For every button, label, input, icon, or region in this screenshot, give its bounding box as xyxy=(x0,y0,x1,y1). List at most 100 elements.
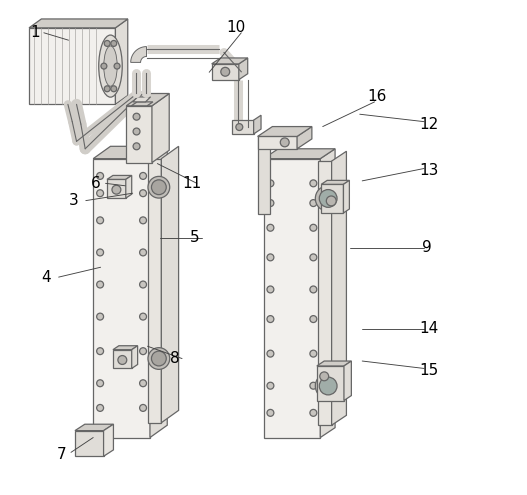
Circle shape xyxy=(310,286,317,293)
Polygon shape xyxy=(132,346,138,368)
Circle shape xyxy=(140,190,147,197)
Ellipse shape xyxy=(99,35,122,97)
Text: 3: 3 xyxy=(69,193,79,208)
Circle shape xyxy=(133,113,140,120)
Polygon shape xyxy=(93,147,167,159)
Circle shape xyxy=(140,404,147,411)
Polygon shape xyxy=(321,184,344,213)
Circle shape xyxy=(320,372,329,381)
Polygon shape xyxy=(253,115,261,134)
Text: 8: 8 xyxy=(170,351,180,366)
Polygon shape xyxy=(318,161,331,425)
Polygon shape xyxy=(232,120,253,134)
Circle shape xyxy=(151,180,166,195)
Circle shape xyxy=(111,41,117,47)
Circle shape xyxy=(140,217,147,224)
Circle shape xyxy=(267,382,274,389)
Polygon shape xyxy=(107,179,126,198)
Text: 10: 10 xyxy=(227,20,246,35)
Polygon shape xyxy=(75,424,113,431)
Circle shape xyxy=(148,347,170,369)
Circle shape xyxy=(140,249,147,256)
Circle shape xyxy=(140,347,147,354)
Circle shape xyxy=(267,286,274,293)
Polygon shape xyxy=(131,102,153,106)
Text: 1: 1 xyxy=(31,25,40,40)
Circle shape xyxy=(280,138,289,147)
Polygon shape xyxy=(331,151,346,425)
Text: 14: 14 xyxy=(419,321,438,337)
Polygon shape xyxy=(344,361,352,400)
Circle shape xyxy=(140,380,147,387)
Circle shape xyxy=(310,350,317,357)
Circle shape xyxy=(96,217,104,224)
Polygon shape xyxy=(131,47,147,62)
Circle shape xyxy=(310,180,317,187)
Circle shape xyxy=(315,186,341,211)
Polygon shape xyxy=(161,147,179,423)
Text: 6: 6 xyxy=(91,176,101,191)
Circle shape xyxy=(96,249,104,256)
Circle shape xyxy=(267,350,274,357)
Circle shape xyxy=(310,254,317,261)
Polygon shape xyxy=(126,175,132,198)
Circle shape xyxy=(267,254,274,261)
Circle shape xyxy=(96,190,104,197)
Circle shape xyxy=(310,199,317,206)
Text: 12: 12 xyxy=(419,117,438,132)
Polygon shape xyxy=(321,180,349,184)
Polygon shape xyxy=(113,349,132,368)
Polygon shape xyxy=(126,106,152,162)
Text: 4: 4 xyxy=(42,270,51,285)
Circle shape xyxy=(148,176,170,198)
Circle shape xyxy=(112,185,121,194)
Circle shape xyxy=(104,41,110,47)
Circle shape xyxy=(118,355,127,364)
Polygon shape xyxy=(317,361,352,366)
Text: 16: 16 xyxy=(367,90,387,104)
Circle shape xyxy=(140,281,147,288)
Circle shape xyxy=(96,313,104,320)
Polygon shape xyxy=(29,28,115,104)
Polygon shape xyxy=(107,175,132,179)
Polygon shape xyxy=(152,94,169,162)
Circle shape xyxy=(96,172,104,179)
Circle shape xyxy=(114,63,120,69)
Circle shape xyxy=(140,313,147,320)
Polygon shape xyxy=(113,346,138,349)
Circle shape xyxy=(96,380,104,387)
Circle shape xyxy=(151,351,166,366)
Polygon shape xyxy=(239,58,248,80)
Text: 15: 15 xyxy=(419,363,438,378)
Polygon shape xyxy=(344,180,349,213)
Circle shape xyxy=(267,199,274,206)
Circle shape xyxy=(310,224,317,231)
Polygon shape xyxy=(126,94,169,106)
Polygon shape xyxy=(104,424,113,456)
Circle shape xyxy=(96,404,104,411)
Circle shape xyxy=(133,143,140,150)
Circle shape xyxy=(310,409,317,416)
Circle shape xyxy=(319,190,337,207)
Polygon shape xyxy=(212,64,239,80)
Circle shape xyxy=(310,316,317,323)
Circle shape xyxy=(221,67,230,76)
Circle shape xyxy=(267,224,274,231)
Polygon shape xyxy=(297,127,312,149)
Circle shape xyxy=(140,172,147,179)
Circle shape xyxy=(111,86,117,92)
Circle shape xyxy=(96,347,104,354)
Circle shape xyxy=(133,128,140,135)
Circle shape xyxy=(267,316,274,323)
Polygon shape xyxy=(258,127,312,137)
Polygon shape xyxy=(317,366,344,400)
Polygon shape xyxy=(258,137,297,149)
Polygon shape xyxy=(320,149,335,438)
Polygon shape xyxy=(93,159,150,438)
Polygon shape xyxy=(29,19,128,28)
Ellipse shape xyxy=(104,46,117,86)
Polygon shape xyxy=(264,149,335,159)
Circle shape xyxy=(315,373,341,399)
Polygon shape xyxy=(115,19,128,104)
Text: 11: 11 xyxy=(182,176,201,191)
